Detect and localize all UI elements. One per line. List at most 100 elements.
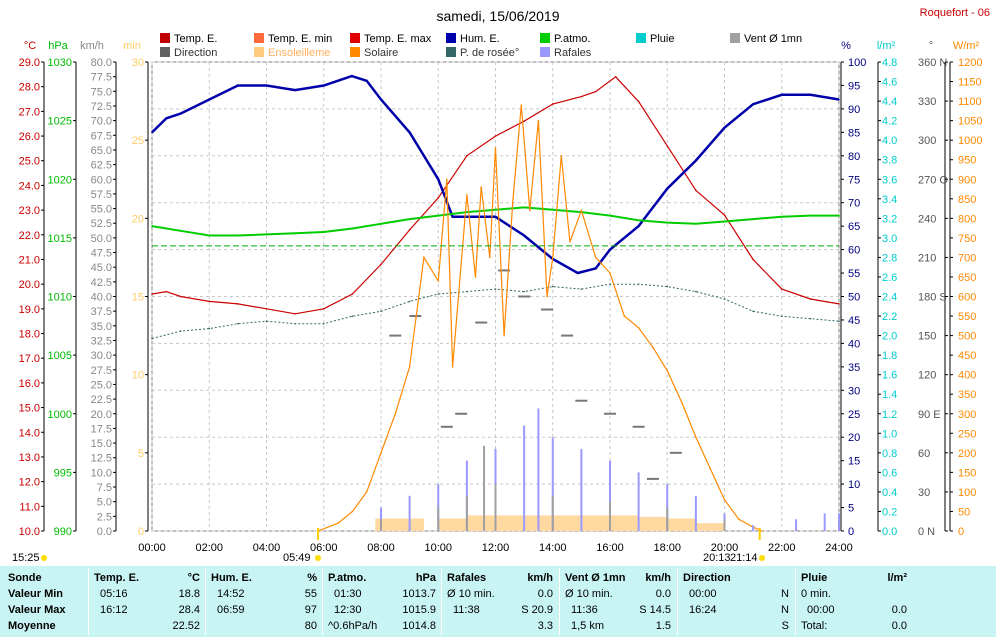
wind-tick-label: 65.0 xyxy=(91,145,112,157)
rain-tick-label: 2.6 xyxy=(882,272,897,284)
humidity-tick-label: 25 xyxy=(848,409,860,421)
legend-label: Temp. E. min xyxy=(268,33,332,45)
series-solaire-point xyxy=(365,491,368,493)
plot-area xyxy=(151,74,840,532)
stats-humidity-column: Hum. E. % 14:52 55 06:59 97 80 xyxy=(211,566,321,637)
hum-unit: % xyxy=(307,572,317,584)
wind-tick-label: 80.0 xyxy=(91,57,112,69)
legend-label: Direction xyxy=(174,47,217,59)
pressure-tick-label: 1005 xyxy=(48,350,72,362)
stats-header-label: Sonde xyxy=(8,572,42,584)
temp-min-value: 18.8 xyxy=(178,588,200,600)
x-tick-label: 20:00 xyxy=(711,542,739,554)
series-solaire-point xyxy=(437,280,440,282)
gust-max-value: S 20.9 xyxy=(521,604,553,616)
wind-tick-label: 32.5 xyxy=(91,335,112,347)
pressure-tick-label: 995 xyxy=(54,467,72,479)
hum-avg-value: 80 xyxy=(304,620,317,632)
rain-tick-label: 4.2 xyxy=(882,116,897,128)
legend-swatch xyxy=(160,47,170,57)
direction-tick-label: 0 N xyxy=(918,526,935,538)
row-label-min: Valeur Min xyxy=(8,588,64,600)
wind-tick-label: 70.0 xyxy=(91,116,112,128)
chart-legend: Temp. E. Temp. E. min Temp. E. max Hum. E. P… xyxy=(160,33,802,59)
direction-tick-label: 300 xyxy=(918,135,936,147)
series-p-atmo-point xyxy=(752,218,754,220)
wind-tick-label: 57.5 xyxy=(91,189,112,201)
divider xyxy=(795,568,796,635)
wind-unit-label: km/h xyxy=(80,40,104,52)
stats-label-column: Sonde Valeur Min Valeur Max Moyenne xyxy=(8,566,88,637)
humidity-tick-label: 45 xyxy=(848,315,860,327)
rain-tick-label: 1.0 xyxy=(882,428,897,440)
row-label-max: Valeur Max xyxy=(8,604,66,616)
series-p-de-ros-e-point xyxy=(237,322,239,325)
divider xyxy=(677,568,678,635)
sun-tick-label: 15 xyxy=(132,292,144,304)
wind-tick-label: 7.5 xyxy=(97,482,112,494)
temp-tick-label: 13.0 xyxy=(19,452,40,464)
rain-tick-label: 4.6 xyxy=(882,77,897,89)
series-solaire-point xyxy=(351,510,354,513)
humidity-tick-label: 50 xyxy=(848,292,860,304)
series-p-de-ros-e-point xyxy=(437,293,440,295)
series-temp-e-point xyxy=(695,189,697,192)
direction-tick-label: 90 E xyxy=(918,409,941,421)
series-hum-e-point xyxy=(451,215,454,218)
series-temp-e-point xyxy=(408,229,411,231)
x-tick-label: 10:00 xyxy=(424,542,452,554)
series-hum-e-point xyxy=(809,94,812,96)
series-temp-e-point xyxy=(838,303,840,305)
sunshine-bar xyxy=(495,515,525,531)
hum-max-time: 06:59 xyxy=(217,604,245,616)
series-p-atmo-point xyxy=(265,233,268,236)
legend-label: Vent Ø 1mn xyxy=(744,33,802,45)
pressure-tick-label: 1010 xyxy=(48,292,72,304)
series-p-de-ros-e-point xyxy=(494,288,497,290)
hum-header: Hum. E. xyxy=(211,572,252,584)
x-tick-label: 18:00 xyxy=(653,542,681,554)
divider xyxy=(322,568,323,635)
stats-temp-column: Temp. E. °C 05:16 18.8 16:12 28.4 22.52 xyxy=(94,566,204,637)
humidity-tick-label: 15 xyxy=(848,456,860,468)
series-temp-e-point xyxy=(666,145,669,147)
hum-max-value: 97 xyxy=(304,604,317,616)
temp-tick-label: 20.0 xyxy=(19,279,40,291)
x-tick-label: 14:00 xyxy=(539,542,567,554)
chart-axes: 00:00 02:00 04:00 06:00 08:00 10:00 12:00 14:00… xyxy=(19,40,983,554)
direction-tick-label: 210 xyxy=(918,252,936,264)
wind-tick-label: 0.0 xyxy=(97,526,112,538)
series-p-atmo-point xyxy=(322,231,325,233)
series-hum-e-point xyxy=(237,84,239,87)
series-p-atmo-point xyxy=(151,225,153,227)
series-p-de-ros-e-point xyxy=(723,298,726,300)
solar-tick-label: 450 xyxy=(958,350,976,362)
legend-label: Temp. E. max xyxy=(364,33,432,45)
direction-tick-label: 330 xyxy=(918,96,936,108)
series-temp-e-point xyxy=(322,308,325,310)
series-hum-e-point xyxy=(179,112,182,115)
legend-label: Ensoleilleme xyxy=(268,47,330,59)
legend-swatch xyxy=(730,33,740,43)
series-hum-e-point xyxy=(265,84,268,87)
pressure-tick-label: 1000 xyxy=(48,409,72,421)
direction-tick-label: 120 xyxy=(918,370,936,382)
solar-tick-label: 200 xyxy=(958,448,976,460)
series-hum-e-point xyxy=(695,159,697,162)
pres-header: P.atmo. xyxy=(328,572,367,584)
dir-avg-value: S xyxy=(781,620,789,632)
wind-unit: km/h xyxy=(645,572,671,584)
temp-min-time: 05:16 xyxy=(100,588,128,600)
sun-tick-label: 0 xyxy=(138,526,144,538)
statistics-panel: Sonde Valeur Min Valeur Max Moyenne Temp… xyxy=(0,566,996,637)
solar-tick-label: 850 xyxy=(958,194,976,206)
direction-mark xyxy=(409,315,422,318)
gust-min-time: Ø 10 min. xyxy=(447,588,495,600)
series-p-atmo-point xyxy=(809,214,812,217)
series-hum-e-point xyxy=(437,178,440,181)
sunshine-bar xyxy=(638,516,668,531)
series-solaire-point xyxy=(551,256,554,259)
humidity-tick-label: 70 xyxy=(848,198,860,210)
rain-min-time: 0 min. xyxy=(801,588,831,600)
series-temp-e-point xyxy=(614,76,617,78)
